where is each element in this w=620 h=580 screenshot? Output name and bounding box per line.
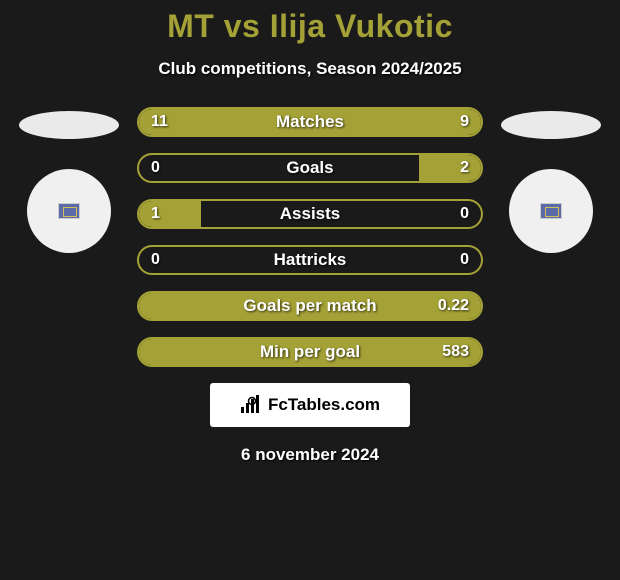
stat-value-left: 11 xyxy=(151,113,168,131)
flag-icon xyxy=(540,203,562,219)
stat-label: Assists xyxy=(280,204,340,224)
comparison-infographic: MT vs Ilija Vukotic Club competitions, S… xyxy=(0,0,620,580)
stat-bar: 0 Goals 2 xyxy=(137,153,483,183)
site-logo[interactable]: FcTables.com xyxy=(210,383,410,427)
stat-bar: 11 Matches 9 xyxy=(137,107,483,137)
stat-value-right: 0.22 xyxy=(438,297,469,315)
logo-text: FcTables.com xyxy=(268,395,380,415)
stat-bar: 1 Assists 0 xyxy=(137,199,483,229)
left-player-column xyxy=(19,107,119,367)
bars-icon xyxy=(240,395,262,415)
stat-value-left: 0 xyxy=(151,159,160,177)
stat-bars: 11 Matches 9 0 Goals 2 1 Assists 0 0 Hattricks 0 Goa… xyxy=(137,107,483,367)
bar-fill-right xyxy=(327,109,481,135)
avatar-left xyxy=(27,169,111,253)
stat-label: Goals xyxy=(286,158,333,178)
stat-value-right: 9 xyxy=(460,113,469,131)
stat-bar: Goals per match 0.22 xyxy=(137,291,483,321)
avatar-right xyxy=(509,169,593,253)
stat-label: Hattricks xyxy=(274,250,347,270)
bar-fill-right xyxy=(419,155,481,181)
stat-bar: Min per goal 583 xyxy=(137,337,483,367)
stat-bar: 0 Hattricks 0 xyxy=(137,245,483,275)
stat-value-right: 583 xyxy=(442,343,469,361)
player-name-ellipse-right xyxy=(501,111,601,139)
stat-label: Goals per match xyxy=(243,296,376,316)
stat-value-left: 1 xyxy=(151,205,160,223)
flag-icon xyxy=(58,203,80,219)
stat-value-right: 2 xyxy=(460,159,469,177)
player-name-ellipse-left xyxy=(19,111,119,139)
stat-value-left: 0 xyxy=(151,251,160,269)
page-title: MT vs Ilija Vukotic xyxy=(167,8,453,45)
right-player-column xyxy=(501,107,601,367)
stat-label: Matches xyxy=(276,112,344,132)
date-label: 6 november 2024 xyxy=(241,445,379,465)
stat-value-right: 0 xyxy=(460,251,469,269)
stat-value-right: 0 xyxy=(460,205,469,223)
content-row: 11 Matches 9 0 Goals 2 1 Assists 0 0 Hattricks 0 Goa… xyxy=(0,107,620,367)
subtitle: Club competitions, Season 2024/2025 xyxy=(158,59,461,79)
stat-label: Min per goal xyxy=(260,342,360,362)
bar-fill-left xyxy=(139,201,201,227)
